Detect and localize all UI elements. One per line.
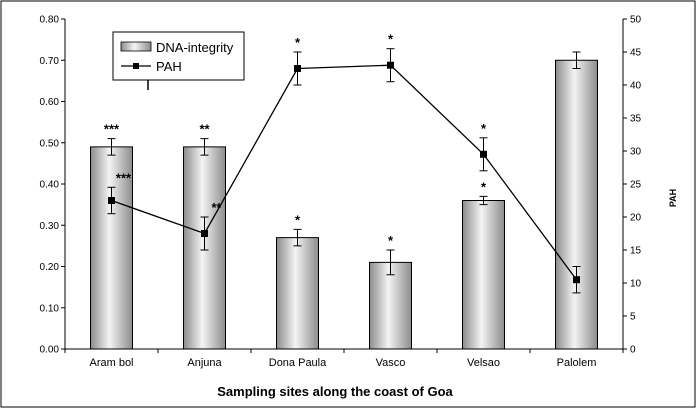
bar-significance-label: *: [481, 179, 487, 194]
x-tick-label: Aram bol: [89, 357, 133, 369]
y-tick-label: 0.00: [40, 345, 60, 356]
y2-axis-title: PAH: [668, 189, 678, 207]
y-tick-label: 0.20: [40, 262, 60, 273]
y2-tick-label: 45: [630, 48, 642, 59]
bar-significance-label: *: [388, 233, 394, 248]
bar: [462, 200, 505, 350]
x-axis-title: Sampling sites along the coast of Goa: [217, 384, 453, 399]
y-tick-label: 0.60: [40, 97, 60, 108]
pah-significance-label: *: [295, 35, 301, 50]
x-tick-label: Velsao: [467, 357, 500, 369]
y2-tick-label: 35: [630, 114, 642, 125]
pah-marker: [108, 197, 115, 204]
legend-label-pah: PAH: [156, 59, 182, 74]
bar: [90, 146, 133, 350]
y2-tick-label: 30: [630, 147, 642, 158]
y2-tick-label: 50: [630, 15, 642, 26]
plot-area: [61, 18, 627, 353]
legend-swatch-marker: [133, 63, 139, 69]
bar-series: [90, 51, 598, 350]
x-tick-label: Palolem: [557, 357, 597, 369]
pah-significance-label: **: [211, 200, 222, 215]
y2-tick-label: 5: [630, 312, 636, 323]
x-tick-label: Dona Paula: [269, 357, 327, 369]
legend: DNA-integrity PAH: [112, 31, 245, 90]
bar: [369, 261, 412, 350]
y-tick-label: 0.30: [40, 221, 60, 232]
bar: [276, 237, 319, 350]
pah-significance-label: ***: [116, 170, 132, 185]
pah-significance-label: *: [481, 121, 487, 136]
pah-marker: [480, 150, 487, 158]
bar: [555, 59, 598, 350]
labels: 0.00 0.10 0.20 0.30 0.40 0.50 0.60 0.70 0.80 0 5 10…: [40, 15, 642, 370]
x-tick-label: Vasco: [376, 357, 406, 369]
pah-marker: [294, 65, 301, 72]
line-series: [107, 48, 581, 294]
pah-marker: [387, 61, 394, 69]
y2-tick-label: 10: [630, 279, 642, 290]
y2-tick-label: 15: [630, 246, 642, 257]
legend-label-dna: DNA-integrity: [156, 40, 234, 55]
bar-significance-label: ***: [104, 122, 120, 137]
y-tick-label: 0.70: [40, 56, 60, 67]
y-tick-label: 0.80: [40, 15, 60, 26]
y2-tick-label: 25: [630, 180, 642, 191]
y-tick-label: 0.10: [40, 303, 60, 314]
pah-marker: [201, 230, 208, 237]
bar-significance-label: *: [295, 212, 301, 227]
y2-tick-label: 0: [630, 345, 636, 356]
legend-swatch-bar: [120, 41, 152, 52]
pah-significance-label: *: [388, 32, 394, 47]
y-tick-label: 0.40: [40, 180, 60, 191]
y2-tick-label: 20: [630, 213, 642, 224]
legend-box: [112, 31, 245, 81]
y-tick-label: 0.50: [40, 138, 60, 149]
pah-marker: [573, 276, 580, 284]
y2-tick-label: 40: [630, 81, 642, 92]
x-tick-label: Anjuna: [187, 357, 222, 369]
bar-significance-label: **: [199, 122, 210, 137]
pah-line: [111, 64, 578, 281]
